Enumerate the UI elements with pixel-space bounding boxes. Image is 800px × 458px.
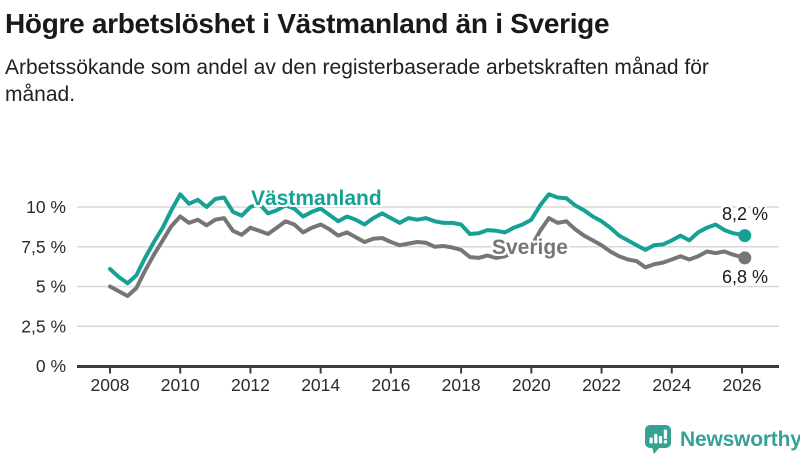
x-tick-label: 2026	[723, 375, 762, 395]
series-line-sverige	[108, 214, 747, 298]
newsworthy-icon	[645, 425, 671, 454]
y-tick-label: 7,5 %	[21, 237, 66, 257]
y-tick-label: 10 %	[26, 197, 66, 217]
x-tick-label: 2020	[512, 375, 551, 395]
series-line-västmanland	[108, 192, 747, 286]
series-end-dot-sverige	[738, 251, 752, 265]
x-tick-label: 2022	[582, 375, 621, 395]
x-tick-label: 2016	[371, 375, 410, 395]
x-tick-label: 2012	[231, 375, 270, 395]
series-label-sverige: Sverige	[492, 236, 568, 259]
series-label-vastmanland: Västmanland	[251, 187, 382, 210]
newsworthy-wordmark: Newsworthy	[680, 428, 800, 451]
unemployment-line-chart: 0 % 2,5 % 5 % 7,5 % 10 % 2008 2010 2012 2014 2016…	[21, 192, 779, 395]
x-tick-label: 2008	[91, 375, 130, 395]
newsworthy-logo[interactable]: Newsworthy	[644, 425, 800, 455]
x-tick-label: 2010	[161, 375, 200, 395]
page-subtitle: Arbetssökande som andel av den registerb…	[5, 56, 709, 106]
end-value-label-vastmanland: 8,2 %	[722, 204, 769, 224]
x-tick-label: 2014	[301, 375, 340, 395]
y-tick-label: 5 %	[36, 277, 66, 297]
y-tick-label: 0 %	[36, 356, 66, 376]
x-tick-label: 2024	[652, 375, 691, 395]
end-value-label-sverige: 6,8 %	[722, 267, 769, 287]
y-tick-label: 2,5 %	[21, 316, 66, 336]
x-tick-label: 2018	[442, 375, 481, 395]
series-end-dot-västmanland	[738, 229, 752, 243]
page-title: Högre arbetslöshet i Västmanland än i Sv…	[5, 8, 610, 39]
